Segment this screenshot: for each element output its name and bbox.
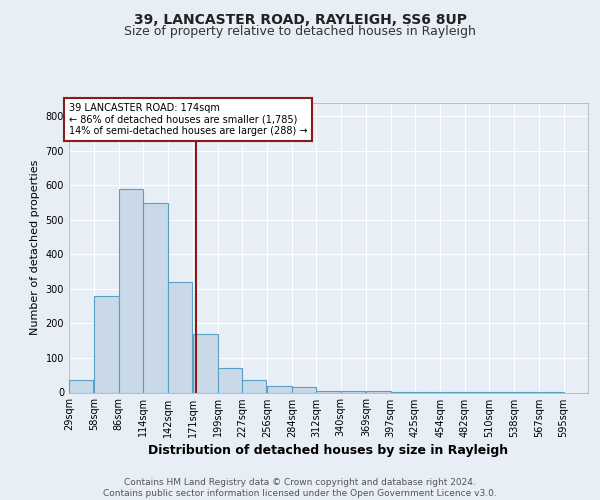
Bar [316,391,341,392]
Text: 39 LANCASTER ROAD: 174sqm
← 86% of detached houses are smaller (1,785)
14% of se: 39 LANCASTER ROAD: 174sqm ← 86% of detac… [69,102,308,136]
X-axis label: Distribution of detached houses by size in Rayleigh: Distribution of detached houses by size … [148,444,509,457]
Bar [193,334,218,392]
Bar [143,202,168,392]
Text: Contains HM Land Registry data © Crown copyright and database right 2024.
Contai: Contains HM Land Registry data © Crown c… [103,478,497,498]
Text: 39, LANCASTER ROAD, RAYLEIGH, SS6 8UP: 39, LANCASTER ROAD, RAYLEIGH, SS6 8UP [133,12,467,26]
Bar [119,189,143,392]
Bar [292,388,316,392]
Bar [218,368,242,392]
Y-axis label: Number of detached properties: Number of detached properties [30,160,40,335]
Bar [94,296,119,392]
Bar [69,380,94,392]
Bar [242,380,266,392]
Text: Size of property relative to detached houses in Rayleigh: Size of property relative to detached ho… [124,25,476,38]
Bar [168,282,192,393]
Bar [268,386,292,392]
